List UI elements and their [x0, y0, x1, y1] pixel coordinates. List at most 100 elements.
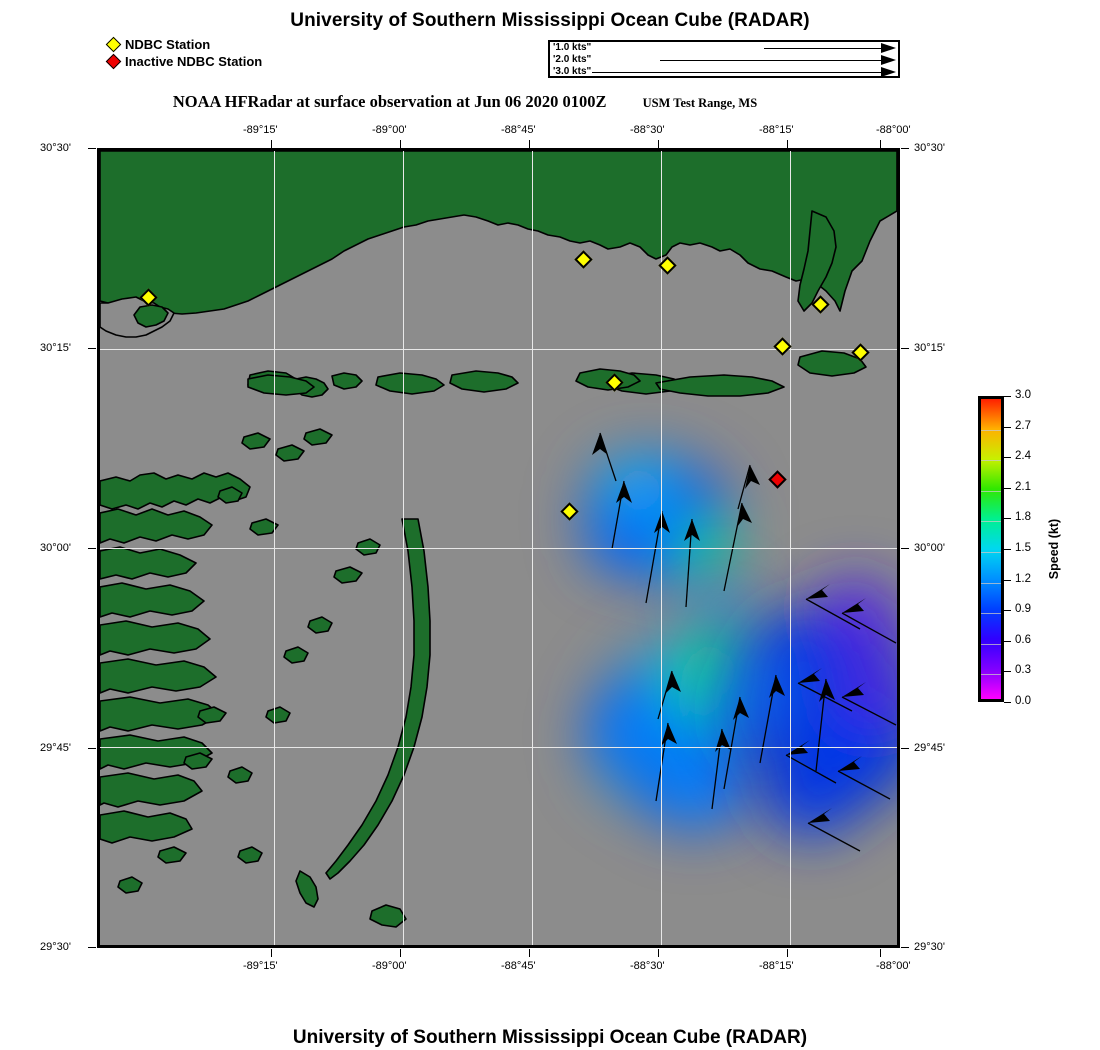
- axis-label-bottom-lon-1: -89°15': [243, 960, 278, 972]
- tick-right-major-5: [901, 947, 909, 948]
- colorbar-label-15: 1.5: [1015, 542, 1031, 554]
- axis-label-top-lon-4: -88°30': [630, 124, 665, 136]
- axis-label-right-lat-4: 29°45': [914, 742, 945, 754]
- tick-bottom-major-2: [400, 949, 401, 957]
- station-legend: NDBC Station Inactive NDBC Station: [105, 36, 263, 70]
- tick-left-major-1: [88, 148, 96, 149]
- colorbar-tick-03: [1004, 671, 1011, 673]
- axis-label-right-lat-3: 30°00': [914, 542, 945, 554]
- tick-right-major-4: [901, 748, 909, 749]
- colorbar-gridline-12: [981, 582, 1001, 584]
- tick-left-major-4: [88, 748, 96, 749]
- vector-scale-line-3: [592, 72, 882, 74]
- axis-label-bottom-lon-3: -88°45': [501, 960, 536, 972]
- axis-label-left-lat-2: 30°15': [40, 342, 71, 354]
- tick-left-major-5: [88, 947, 96, 948]
- legend-label-ndbc-station: NDBC Station: [125, 37, 211, 52]
- legend-item-ndbc-station: NDBC Station: [105, 36, 262, 53]
- vector-scale-line-1: [764, 48, 882, 50]
- colorbar-tick-21: [1004, 487, 1011, 489]
- axis-label-top-lon-2: -89°00': [372, 124, 407, 136]
- vector-scale-legend: '1.0 kts" '2.0 kts" '3.0 kts": [548, 40, 900, 78]
- axis-label-bottom-lon-2: -89°00': [372, 960, 407, 972]
- axis-label-left-lat-3: 30°00': [40, 542, 71, 554]
- vector-scale-label-2: '2.0 kts": [553, 54, 592, 65]
- gridline-lat-3015: [100, 349, 897, 350]
- tick-top-major-4: [658, 140, 659, 148]
- colorbar-tick-18: [1004, 518, 1011, 520]
- colorbar-tick-06: [1004, 640, 1011, 642]
- vector-scale-arrowhead-3: [881, 67, 896, 77]
- colorbar-gridline-09: [981, 613, 1001, 615]
- colorbar-label-03: 0.3: [1015, 664, 1031, 677]
- colorbar-tick-15: [1004, 549, 1011, 550]
- vector-scale-row-3: '3.0 kts": [550, 66, 898, 78]
- colorbar-gridline-27: [981, 429, 1001, 431]
- colorbar-tick-24: [1004, 457, 1011, 459]
- colorbar-gridline-06: [981, 643, 1001, 645]
- axis-label-top-lon-3: -88°45': [501, 124, 536, 136]
- tick-top-major-5: [787, 140, 788, 148]
- axis-label-right-lat-5: 29°30': [914, 941, 945, 953]
- colorbar-label-21: 2.1: [1015, 480, 1031, 493]
- vector-scale-label-1: '1.0 kts": [553, 42, 592, 53]
- page-title: University of Southern Mississippi Ocean…: [290, 10, 810, 31]
- colorbar-label-12: 1.2: [1015, 572, 1031, 585]
- axis-label-left-lat-1: 30°30': [40, 142, 71, 154]
- vector-scale-row-1: '1.0 kts": [550, 42, 898, 54]
- axis-label-top-lon-1: -89°15': [243, 124, 278, 136]
- tick-right-major-3: [901, 548, 909, 549]
- axis-label-left-lat-4: 29°45': [40, 742, 71, 754]
- tick-left-major-3: [88, 548, 96, 549]
- current-vector-layer: [592, 432, 897, 852]
- vector-scale-arrowhead-1: [881, 43, 896, 53]
- colorbar-label-06: 0.6: [1015, 633, 1031, 646]
- axis-label-left-lat-5: 29°30': [40, 941, 71, 953]
- subtitle-site: USM Test Range, MS: [642, 96, 758, 110]
- axis-label-top-lon-5: -88°15': [759, 124, 794, 136]
- colorbar-axis-title: Speed (kt): [1047, 518, 1061, 580]
- map-canvas[interactable]: [97, 148, 900, 948]
- axis-label-right-lat-2: 30°15': [914, 342, 945, 354]
- colorbar-gradient: [978, 396, 1004, 702]
- vector-scale-label-3: '3.0 kts": [553, 66, 592, 77]
- vector-scale-row-2: '2.0 kts": [550, 54, 898, 66]
- vector-scale-line-2: [660, 60, 882, 62]
- colorbar-gridline-03: [981, 674, 1001, 676]
- tick-top-major-2: [400, 140, 401, 148]
- colorbar-tick-30: [1004, 396, 1011, 397]
- axis-label-top-lon-6: -88°00': [876, 124, 911, 136]
- colorbar-gridline-15: [981, 552, 1001, 553]
- tick-bottom-major-3: [529, 949, 530, 957]
- gridline-lat-2945: [100, 747, 897, 748]
- yellow-diamond-icon: [105, 36, 122, 53]
- axis-label-right-lat-1: 30°30': [914, 142, 945, 154]
- subtitle: NOAA HFRadar at surface observation at J…: [0, 92, 930, 112]
- tick-bottom-major-5: [787, 949, 788, 957]
- gridline-lat-3000: [100, 548, 897, 549]
- colorbar-tick-27: [1004, 426, 1011, 428]
- colorbar-label-24: 2.4: [1015, 450, 1031, 463]
- tick-right-major-1: [901, 148, 909, 149]
- footer-title: University of Southern Mississippi Ocean…: [292, 1027, 808, 1048]
- tick-top-major-1: [271, 140, 272, 148]
- colorbar-gridline-18: [981, 521, 1001, 523]
- tick-bottom-major-6: [880, 949, 881, 957]
- colorbar-gridline-21: [981, 490, 1001, 492]
- colorbar-label-00: 0.0: [1015, 695, 1031, 707]
- axis-label-bottom-lon-5: -88°15': [759, 960, 794, 972]
- colorbar-tick-00: [1004, 702, 1011, 703]
- colorbar-tick-09: [1004, 610, 1011, 612]
- tick-bottom-major-1: [271, 949, 272, 957]
- colorbar-label-27: 2.7: [1015, 419, 1031, 432]
- vector-scale-arrowhead-2: [881, 55, 896, 65]
- axis-label-bottom-lon-6: -88°00': [876, 960, 911, 972]
- legend-label-inactive-ndbc-station: Inactive NDBC Station: [125, 54, 263, 69]
- colorbar-label-18: 1.8: [1015, 511, 1031, 524]
- coastline-layer: [100, 151, 897, 928]
- colorbar-tick-12: [1004, 579, 1011, 581]
- colorbar-label-09: 0.9: [1015, 603, 1031, 616]
- colorbar-gridline-24: [981, 460, 1001, 462]
- colorbar-label-30: 3.0: [1015, 389, 1031, 401]
- red-diamond-icon: [105, 53, 122, 70]
